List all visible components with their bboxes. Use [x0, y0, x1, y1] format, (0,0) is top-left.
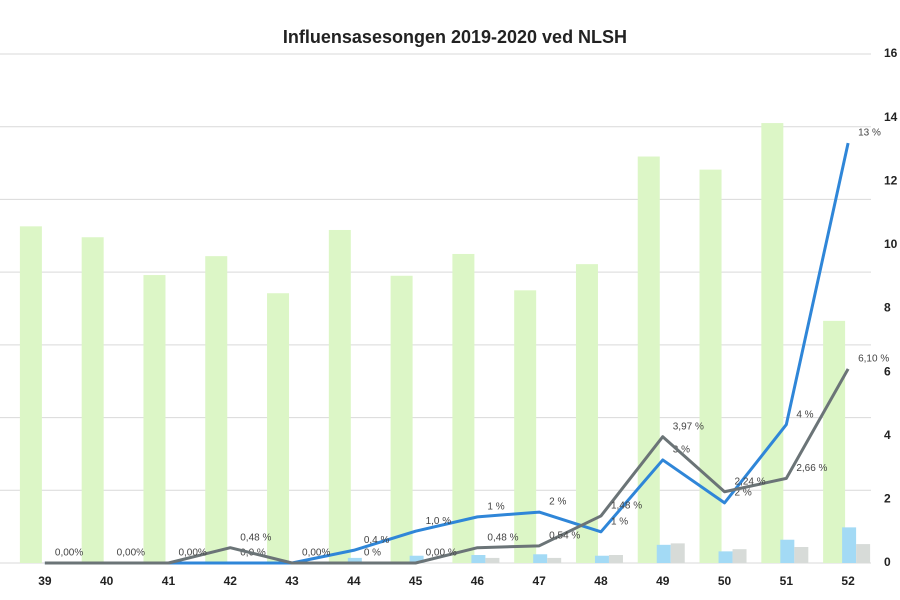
y2-tick-label: 12 [884, 173, 898, 187]
x-tick-label: 48 [594, 574, 608, 588]
bar [267, 293, 290, 563]
bar [328, 229, 351, 563]
bar [390, 275, 413, 563]
data-label: 0,00% [117, 548, 145, 559]
bar [699, 169, 722, 563]
bar [732, 549, 747, 563]
line [44, 142, 850, 565]
bar [842, 527, 857, 563]
data-label: 1 % [611, 516, 628, 527]
data-label: 1,0 % [426, 516, 452, 527]
data-label: 0,00% [302, 548, 330, 559]
bar [608, 555, 623, 563]
x-tick-label: 51 [780, 574, 794, 588]
bar [409, 555, 424, 563]
bar [143, 275, 166, 563]
x-tick-label: 42 [224, 574, 238, 588]
data-label: 0,54 % [549, 530, 580, 541]
data-label: 0,48 % [487, 532, 518, 543]
data-label: 2,66 % [796, 463, 827, 474]
x-tick-label: 45 [409, 574, 423, 588]
x-tick-label: 47 [532, 574, 546, 588]
data-label: 3 % [673, 445, 690, 456]
bar [780, 539, 795, 563]
bar [81, 237, 104, 564]
data-label: 13 % [858, 128, 881, 139]
y2-tick-label: 2 [884, 492, 891, 506]
bar [19, 226, 42, 563]
bar [670, 543, 685, 563]
x-tick-label: 39 [38, 574, 52, 588]
data-label: 0 % [364, 548, 381, 559]
data-label: 0,00% [178, 548, 206, 559]
data-label: 6,10 % [858, 354, 889, 365]
data-label: 0,48 % [240, 532, 271, 543]
bar [794, 547, 809, 563]
bar [575, 264, 598, 563]
bar [761, 123, 784, 563]
x-tick-label: 46 [471, 574, 485, 588]
data-label: 1,48 % [611, 501, 642, 512]
data-label: 4 % [796, 409, 813, 420]
bar [471, 555, 486, 563]
data-label: 2 % [735, 488, 752, 499]
bar [205, 256, 228, 563]
x-tick-label: 49 [656, 574, 670, 588]
bar [823, 320, 846, 563]
x-tick-label: 41 [162, 574, 176, 588]
x-tick-label: 50 [718, 574, 732, 588]
bar [856, 544, 871, 563]
y2-tick-label: 6 [884, 364, 891, 378]
x-tick-label: 44 [347, 574, 361, 588]
chart-title: Influensasesongen 2019-2020 ved NLSH [283, 27, 627, 47]
data-label: 1 % [487, 502, 504, 513]
bar [485, 557, 500, 563]
y2-tick-label: 0 [884, 555, 891, 569]
line [44, 368, 850, 565]
bar [547, 557, 562, 563]
data-label: 0,4 % [364, 535, 390, 546]
data-label: 0,00% [55, 548, 83, 559]
data-label: 2,24 % [735, 476, 766, 487]
bar [347, 557, 362, 563]
y2-tick-label: 8 [884, 301, 891, 315]
y2-tick-label: 4 [884, 428, 891, 442]
x-tick-label: 40 [100, 574, 114, 588]
data-label: 3,97 % [673, 421, 704, 432]
bar [594, 555, 609, 563]
bar [656, 544, 671, 563]
y2-tick-label: 10 [884, 237, 898, 251]
data-label: 2 % [549, 497, 566, 508]
data-label: 0,00 % [426, 548, 457, 559]
y2-tick-label: 16 [884, 46, 898, 60]
bar [533, 554, 548, 563]
x-tick-label: 43 [285, 574, 299, 588]
y2-tick-label: 14 [884, 110, 898, 124]
x-tick-label: 52 [841, 574, 855, 588]
bar [514, 290, 537, 563]
bar [452, 253, 475, 563]
bar [718, 551, 733, 563]
